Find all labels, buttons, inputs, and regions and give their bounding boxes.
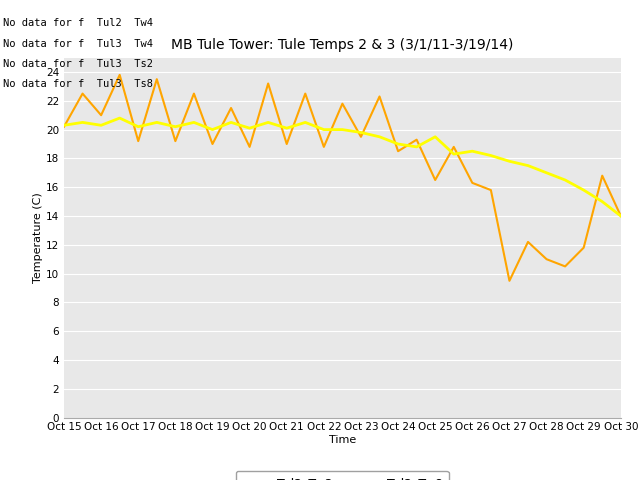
Tul2_Ts-2 bbox=[450, 144, 458, 150]
Tul2_Ts-2 bbox=[543, 256, 550, 262]
Tul2_Ts-8 bbox=[617, 213, 625, 219]
Tul2_Ts-2 bbox=[246, 144, 253, 150]
Tul2_Ts-8 bbox=[153, 120, 161, 125]
Tul2_Ts-8 bbox=[561, 177, 569, 183]
Tul2_Ts-2 bbox=[153, 76, 161, 82]
Text: No data for f  Tul2  Tw4: No data for f Tul2 Tw4 bbox=[3, 18, 153, 28]
Tul2_Ts-8 bbox=[413, 144, 420, 150]
Tul2_Ts-8 bbox=[134, 124, 142, 130]
Tul2_Ts-2 bbox=[580, 245, 588, 251]
Tul2_Ts-8 bbox=[227, 120, 235, 125]
Y-axis label: Temperature (C): Temperature (C) bbox=[33, 192, 43, 283]
Tul2_Ts-2 bbox=[431, 177, 439, 183]
Tul2_Ts-2 bbox=[190, 91, 198, 96]
Tul2_Ts-2 bbox=[209, 141, 216, 147]
Tul2_Ts-2 bbox=[134, 138, 142, 144]
Tul2_Ts-8 bbox=[209, 127, 216, 132]
Tul2_Ts-2 bbox=[394, 148, 402, 154]
Tul2_Ts-8 bbox=[376, 134, 383, 140]
Tul2_Ts-2 bbox=[357, 134, 365, 140]
Title: MB Tule Tower: Tule Temps 2 & 3 (3/1/11-3/19/14): MB Tule Tower: Tule Temps 2 & 3 (3/1/11-… bbox=[172, 38, 513, 52]
Tul2_Ts-2 bbox=[79, 91, 86, 96]
Tul2_Ts-2 bbox=[97, 112, 105, 118]
Line: Tul2_Ts-2: Tul2_Ts-2 bbox=[64, 75, 621, 281]
Tul2_Ts-8 bbox=[580, 187, 588, 193]
Tul2_Ts-2 bbox=[413, 137, 420, 143]
Tul2_Ts-2 bbox=[116, 72, 124, 78]
Tul2_Ts-2 bbox=[172, 138, 179, 144]
Tul2_Ts-2 bbox=[561, 264, 569, 269]
Tul2_Ts-2 bbox=[598, 173, 606, 179]
Tul2_Ts-8 bbox=[116, 115, 124, 121]
Tul2_Ts-2 bbox=[468, 180, 476, 186]
Tul2_Ts-2 bbox=[320, 144, 328, 150]
Tul2_Ts-2 bbox=[264, 81, 272, 86]
Tul2_Ts-8 bbox=[394, 141, 402, 147]
Tul2_Ts-8 bbox=[190, 120, 198, 125]
Tul2_Ts-8 bbox=[97, 122, 105, 128]
Tul2_Ts-8 bbox=[246, 125, 253, 131]
Tul2_Ts-2 bbox=[506, 278, 513, 284]
Legend: Tul2_Ts-2, Tul2_Ts-8: Tul2_Ts-2, Tul2_Ts-8 bbox=[236, 471, 449, 480]
Tul2_Ts-8 bbox=[524, 163, 532, 168]
Tul2_Ts-8 bbox=[172, 124, 179, 130]
Tul2_Ts-8 bbox=[598, 199, 606, 204]
X-axis label: Time: Time bbox=[329, 435, 356, 445]
Tul2_Ts-2 bbox=[283, 141, 291, 147]
Tul2_Ts-8 bbox=[506, 158, 513, 164]
Tul2_Ts-2 bbox=[301, 91, 309, 96]
Tul2_Ts-8 bbox=[60, 122, 68, 128]
Tul2_Ts-8 bbox=[468, 148, 476, 154]
Tul2_Ts-2 bbox=[227, 105, 235, 111]
Text: No data for f  Tul3  Ts2: No data for f Tul3 Ts2 bbox=[3, 59, 153, 69]
Tul2_Ts-8 bbox=[283, 125, 291, 131]
Tul2_Ts-8 bbox=[487, 153, 495, 158]
Tul2_Ts-8 bbox=[450, 151, 458, 157]
Text: No data for f  Tul3  Ts8: No data for f Tul3 Ts8 bbox=[3, 79, 153, 89]
Tul2_Ts-2 bbox=[339, 101, 346, 107]
Line: Tul2_Ts-8: Tul2_Ts-8 bbox=[64, 118, 621, 216]
Tul2_Ts-8 bbox=[357, 130, 365, 135]
Tul2_Ts-8 bbox=[543, 170, 550, 176]
Tul2_Ts-8 bbox=[301, 120, 309, 125]
Tul2_Ts-8 bbox=[264, 120, 272, 125]
Tul2_Ts-2 bbox=[60, 124, 68, 130]
Tul2_Ts-8 bbox=[320, 127, 328, 132]
Tul2_Ts-2 bbox=[524, 239, 532, 245]
Tul2_Ts-8 bbox=[79, 120, 86, 125]
Tul2_Ts-2 bbox=[487, 187, 495, 193]
Tul2_Ts-8 bbox=[339, 127, 346, 132]
Tul2_Ts-8 bbox=[431, 134, 439, 140]
Tul2_Ts-2 bbox=[376, 94, 383, 99]
Text: No data for f  Tul3  Tw4: No data for f Tul3 Tw4 bbox=[3, 38, 153, 48]
Tul2_Ts-2 bbox=[617, 213, 625, 219]
